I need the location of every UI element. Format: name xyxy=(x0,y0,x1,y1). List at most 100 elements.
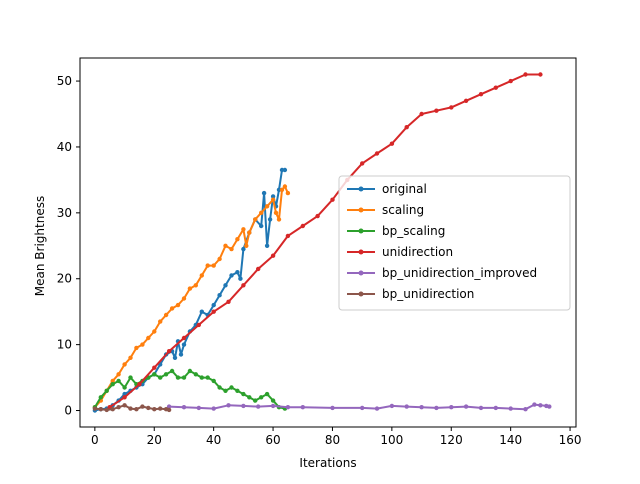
data-point xyxy=(169,368,175,374)
legend-label: original xyxy=(382,182,427,196)
data-point xyxy=(122,362,127,367)
data-point xyxy=(434,405,439,411)
data-point xyxy=(187,368,193,374)
data-point xyxy=(226,299,231,304)
data-point xyxy=(229,385,234,390)
data-point xyxy=(493,405,498,411)
data-point xyxy=(241,391,246,397)
data-point xyxy=(181,405,187,410)
data-point xyxy=(128,406,133,411)
axes-frame xyxy=(79,57,577,428)
y-axis-label: Mean Brightness xyxy=(33,196,47,296)
data-point xyxy=(163,372,169,377)
series-layer xyxy=(92,72,552,413)
data-point xyxy=(330,197,335,202)
data-point xyxy=(264,391,270,397)
data-point xyxy=(253,398,258,403)
data-point xyxy=(241,403,246,409)
data-point xyxy=(178,352,184,357)
data-point xyxy=(116,378,121,384)
data-point xyxy=(449,105,454,110)
data-point xyxy=(261,190,267,196)
data-point xyxy=(223,243,228,248)
legend-marker xyxy=(358,228,364,234)
data-point xyxy=(235,237,240,242)
data-point xyxy=(273,210,279,215)
data-point xyxy=(244,243,249,248)
data-point xyxy=(434,108,439,113)
data-point xyxy=(140,404,145,409)
legend-label: bp_scaling xyxy=(382,224,445,238)
series-unidirection xyxy=(107,72,543,410)
data-point xyxy=(223,388,228,393)
y-tick-label: 20 xyxy=(57,272,72,286)
data-point xyxy=(259,223,264,229)
legend-marker xyxy=(358,249,364,255)
data-point xyxy=(199,273,204,278)
data-point xyxy=(270,398,276,403)
data-point xyxy=(270,403,276,409)
data-point xyxy=(493,85,498,90)
legend-marker xyxy=(358,270,364,276)
data-point xyxy=(532,402,537,407)
data-point xyxy=(146,335,151,341)
data-point xyxy=(253,217,258,222)
data-point xyxy=(478,405,484,411)
data-point xyxy=(300,405,305,410)
data-point xyxy=(211,309,216,314)
data-point xyxy=(223,283,228,288)
data-point xyxy=(279,187,285,192)
data-point xyxy=(128,375,133,380)
data-point xyxy=(247,230,252,235)
data-point xyxy=(116,405,121,410)
data-point xyxy=(169,306,175,311)
y-tick-label: 0 xyxy=(64,404,72,418)
data-point xyxy=(205,375,210,380)
data-point xyxy=(256,266,261,272)
data-point xyxy=(276,217,282,222)
data-point xyxy=(196,322,201,328)
data-point xyxy=(538,72,543,77)
data-point xyxy=(181,335,187,341)
series-line-unidirection xyxy=(109,73,541,409)
data-point xyxy=(98,407,104,412)
data-point xyxy=(389,403,395,409)
data-point xyxy=(146,405,151,411)
data-point xyxy=(419,111,424,117)
data-point xyxy=(229,246,234,252)
data-point xyxy=(152,365,157,370)
data-point xyxy=(122,395,127,400)
legend-label: scaling xyxy=(382,203,424,217)
data-point xyxy=(193,372,198,377)
data-point xyxy=(175,375,181,380)
data-point xyxy=(166,404,172,409)
data-point xyxy=(282,184,288,189)
data-point xyxy=(259,210,264,215)
data-point xyxy=(360,405,365,411)
data-point xyxy=(264,243,270,248)
legend-marker xyxy=(358,291,364,297)
data-point xyxy=(122,385,127,390)
legend-marker xyxy=(358,207,364,213)
data-point xyxy=(404,125,409,130)
data-point xyxy=(463,98,469,104)
data-point xyxy=(137,382,142,387)
data-point xyxy=(508,78,513,84)
data-point xyxy=(211,378,216,384)
data-point xyxy=(523,407,528,412)
data-point xyxy=(166,349,172,354)
data-point xyxy=(128,355,133,360)
data-point xyxy=(235,270,240,275)
data-point xyxy=(104,388,109,393)
data-point xyxy=(152,372,157,377)
data-point xyxy=(238,276,243,281)
data-point xyxy=(140,342,145,347)
data-point xyxy=(163,312,169,318)
x-tick-label: 120 xyxy=(440,433,463,447)
data-point xyxy=(122,403,127,408)
series-bp_unidirection_improved xyxy=(166,402,552,412)
legend-item: unidirection xyxy=(347,245,453,259)
data-point xyxy=(217,385,222,390)
data-point xyxy=(241,246,246,252)
